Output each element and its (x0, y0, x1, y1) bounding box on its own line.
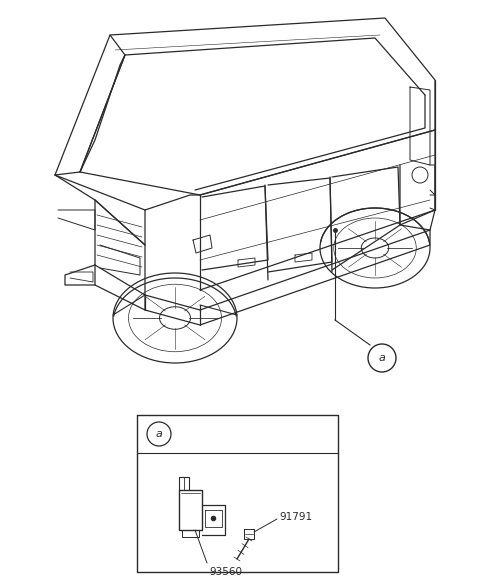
Text: a: a (379, 353, 385, 363)
Text: 93560: 93560 (209, 567, 242, 577)
Text: a: a (156, 429, 162, 439)
Text: 91791: 91791 (279, 512, 312, 522)
